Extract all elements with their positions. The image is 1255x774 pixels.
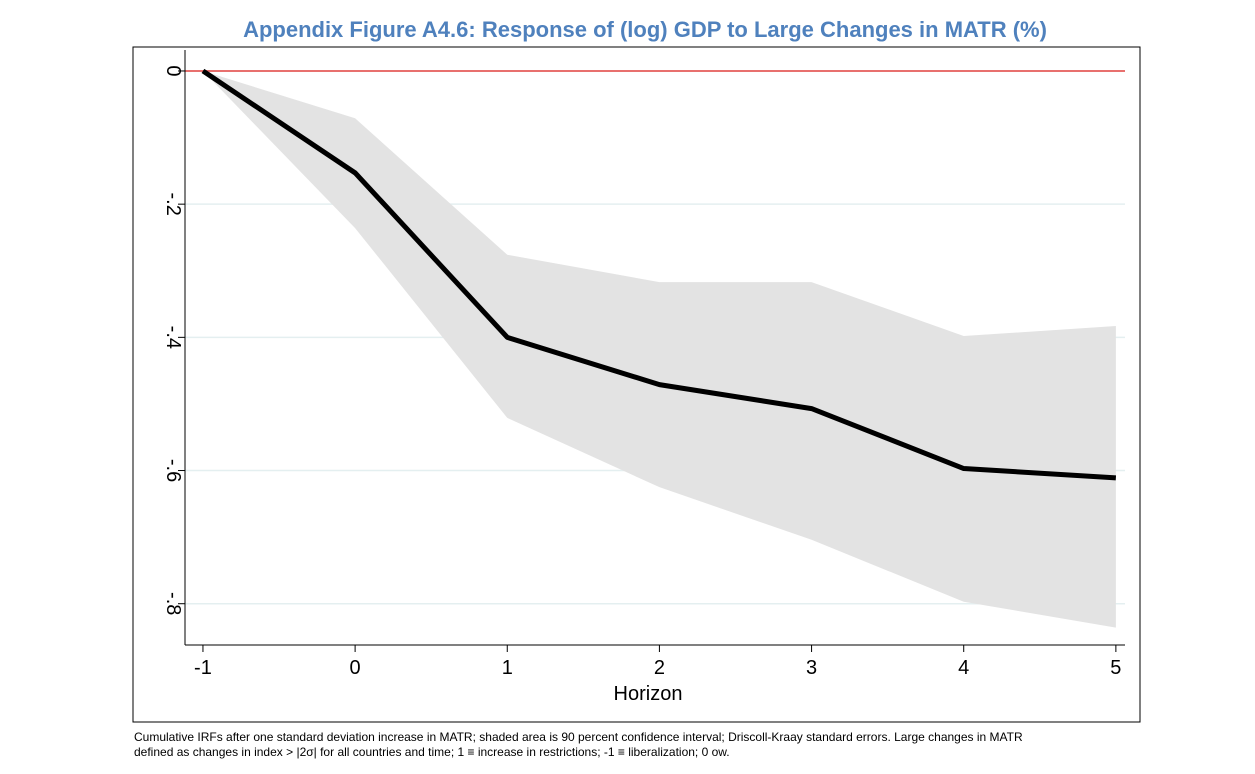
confidence-band [202, 70, 1116, 628]
footnote: defined as changes in index > |2σ| for a… [134, 745, 730, 759]
x-tick-label: 5 [1110, 657, 1121, 679]
y-tick-label: -.8 [162, 592, 184, 615]
y-tick-label: -.4 [162, 326, 184, 349]
y-tick-label: -.2 [162, 192, 184, 215]
x-axis-label: Horizon [614, 683, 683, 705]
y-tick-label: -.6 [162, 459, 184, 482]
x-tick-label: 2 [654, 657, 665, 679]
y-tick-label: 0 [162, 65, 184, 76]
x-tick-label: -1 [194, 657, 212, 679]
x-tick-label: 4 [958, 657, 969, 679]
footnote: Cumulative IRFs after one standard devia… [134, 730, 1023, 744]
x-tick-label: 0 [350, 657, 361, 679]
x-tick-label: 1 [502, 657, 513, 679]
line [201, 68, 1117, 481]
chart-title: Appendix Figure A4.6: Response of (log) … [243, 17, 1047, 42]
x-tick-label: 3 [806, 657, 817, 679]
frame [132, 46, 1141, 723]
